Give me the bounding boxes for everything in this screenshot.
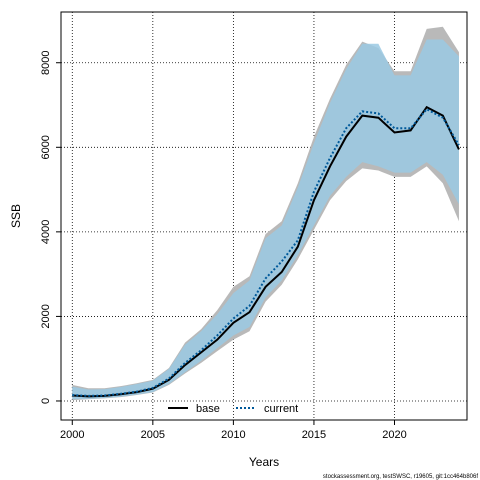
y-tick-label: 0 [40,398,52,404]
x-tick-label: 2010 [221,429,245,441]
series-line-current [72,107,460,397]
x-tick-label: 2020 [382,429,406,441]
y-tick-label: 8000 [40,50,52,74]
y-axis: 0 2000 4000 6000 8000 [40,50,61,404]
x-tick-label: 2000 [60,429,84,441]
series-lines [72,105,460,398]
y-axis-title: SSB [9,204,23,228]
x-axis: 2000 2005 2010 2015 2020 [60,420,407,441]
legend-label-base: base [196,403,220,415]
confidence-bands [72,26,459,401]
y-tick-label: 6000 [40,135,52,159]
x-tick-label: 2015 [302,429,326,441]
footer-text: stockassessment.org, testSWSC, r19605, g… [323,474,478,480]
x-axis-title: Years [249,455,279,469]
band-current [72,39,459,400]
plot-frame [60,11,468,421]
x-tick-label: 2005 [141,429,165,441]
legend-label-current: current [264,403,298,415]
y-tick-label: 4000 [40,220,52,244]
legend: base current [168,403,298,415]
y-tick-label: 2000 [40,304,52,328]
